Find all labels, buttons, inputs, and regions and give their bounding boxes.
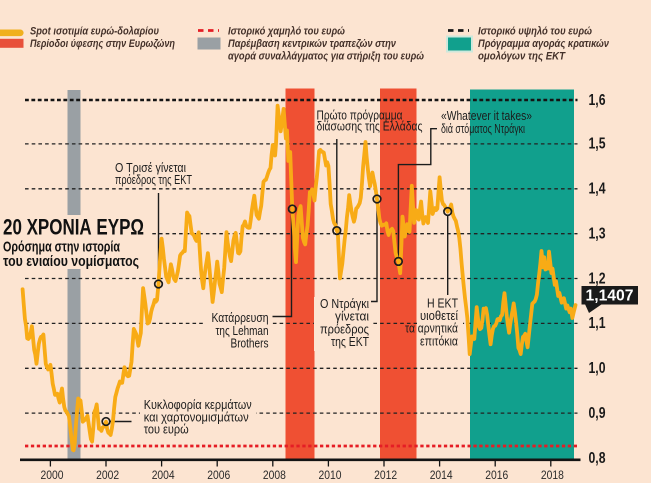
- svg-text:ομολόγων της ΕΚΤ: ομολόγων της ΕΚΤ: [478, 51, 566, 63]
- svg-text:0,8: 0,8: [589, 450, 606, 467]
- svg-text:1,0: 1,0: [589, 360, 606, 377]
- svg-text:20 ΧΡΟΝΙΑ ΕΥΡΩ: 20 ΧΡΟΝΙΑ ΕΥΡΩ: [3, 215, 144, 240]
- svg-text:γίνεται: γίνεται: [335, 310, 369, 324]
- svg-text:αγορά συναλλάγματος για στήριξ: αγορά συναλλάγματος για στήριξη του ευρώ: [228, 51, 424, 63]
- svg-text:Spot ισοτιμία ευρώ-δολαρίου: Spot ισοτιμία ευρώ-δολαρίου: [30, 26, 159, 38]
- svg-text:2012: 2012: [374, 470, 397, 482]
- svg-text:1,1: 1,1: [589, 315, 606, 332]
- svg-text:Brothers: Brothers: [231, 337, 269, 351]
- svg-text:του ενιαίου νομίσματος: του ενιαίου νομίσματος: [3, 253, 139, 270]
- svg-text:Παρέμβαση κεντρικών τραπεζών σ: Παρέμβαση κεντρικών τραπεζών στην: [228, 38, 396, 50]
- svg-text:2006: 2006: [207, 470, 230, 482]
- svg-text:1,1407: 1,1407: [586, 288, 634, 305]
- svg-text:της Lehman: της Lehman: [216, 324, 269, 338]
- svg-text:Κυκλοφορία κερμάτων: Κυκλοφορία κερμάτων: [144, 398, 252, 412]
- svg-text:2002: 2002: [96, 470, 119, 482]
- svg-text:Περίοδοι ύφεσης στην Ευρωζώνη: Περίοδοι ύφεσης στην Ευρωζώνη: [30, 38, 175, 50]
- svg-text:2018: 2018: [541, 470, 564, 482]
- svg-text:1,6: 1,6: [589, 92, 606, 109]
- svg-text:Ορόσημα στην ιστορία: Ορόσημα στην ιστορία: [3, 239, 121, 256]
- svg-text:Ο Τρισέ γίνεται: Ο Τρισέ γίνεται: [115, 161, 186, 175]
- svg-text:Πρώτο πρόγραμμα: Πρώτο πρόγραμμα: [317, 109, 403, 123]
- svg-text:2014: 2014: [430, 470, 454, 482]
- svg-text:διά στόματος Ντράγκι: διά στόματος Ντράγκι: [441, 122, 525, 136]
- svg-text:Ιστορικό χαμηλό του ευρώ: Ιστορικό χαμηλό του ευρώ: [228, 26, 345, 38]
- svg-text:πρόεδρος της ΕΚΤ: πρόεδρος της ΕΚΤ: [115, 173, 192, 187]
- svg-text:2000: 2000: [41, 470, 64, 482]
- svg-text:2016: 2016: [485, 470, 508, 482]
- svg-text:πρόεδρος: πρόεδρος: [320, 322, 369, 336]
- svg-text:«Whatever it takes»: «Whatever it takes»: [441, 109, 532, 123]
- svg-text:1,5: 1,5: [589, 136, 606, 153]
- svg-text:Πρόγραμμα αγοράς κρατικών: Πρόγραμμα αγοράς κρατικών: [478, 38, 609, 50]
- svg-text:Ιστορικό υψηλό του ευρώ: Ιστορικό υψηλό του ευρώ: [478, 26, 592, 38]
- svg-text:2010: 2010: [319, 470, 342, 482]
- svg-text:Η ΕΚΤ: Η ΕΚΤ: [427, 296, 458, 310]
- svg-text:επιτόκια: επιτόκια: [420, 334, 458, 348]
- svg-text:0,9: 0,9: [589, 405, 606, 422]
- svg-text:Κατάρρευση: Κατάρρευση: [212, 311, 269, 325]
- svg-text:της ΕΚΤ: της ΕΚΤ: [331, 335, 369, 349]
- svg-text:του ευρώ: του ευρώ: [144, 423, 189, 437]
- svg-text:1,2: 1,2: [589, 270, 606, 287]
- svg-text:διάσωσης της Ελλάδας: διάσωσης της Ελλάδας: [317, 119, 423, 133]
- svg-text:Ο Ντράγκι: Ο Ντράγκι: [320, 297, 369, 311]
- svg-text:και χαρτονομισμάτων: και χαρτονομισμάτων: [144, 410, 249, 424]
- svg-text:1,4: 1,4: [589, 181, 606, 198]
- svg-text:2004: 2004: [152, 470, 176, 482]
- svg-text:2008: 2008: [263, 470, 286, 482]
- svg-text:1,3: 1,3: [589, 226, 606, 243]
- svg-text:τα αρνητικά: τα αρνητικά: [405, 322, 458, 336]
- svg-text:υιοθετεί: υιοθετεί: [420, 309, 458, 323]
